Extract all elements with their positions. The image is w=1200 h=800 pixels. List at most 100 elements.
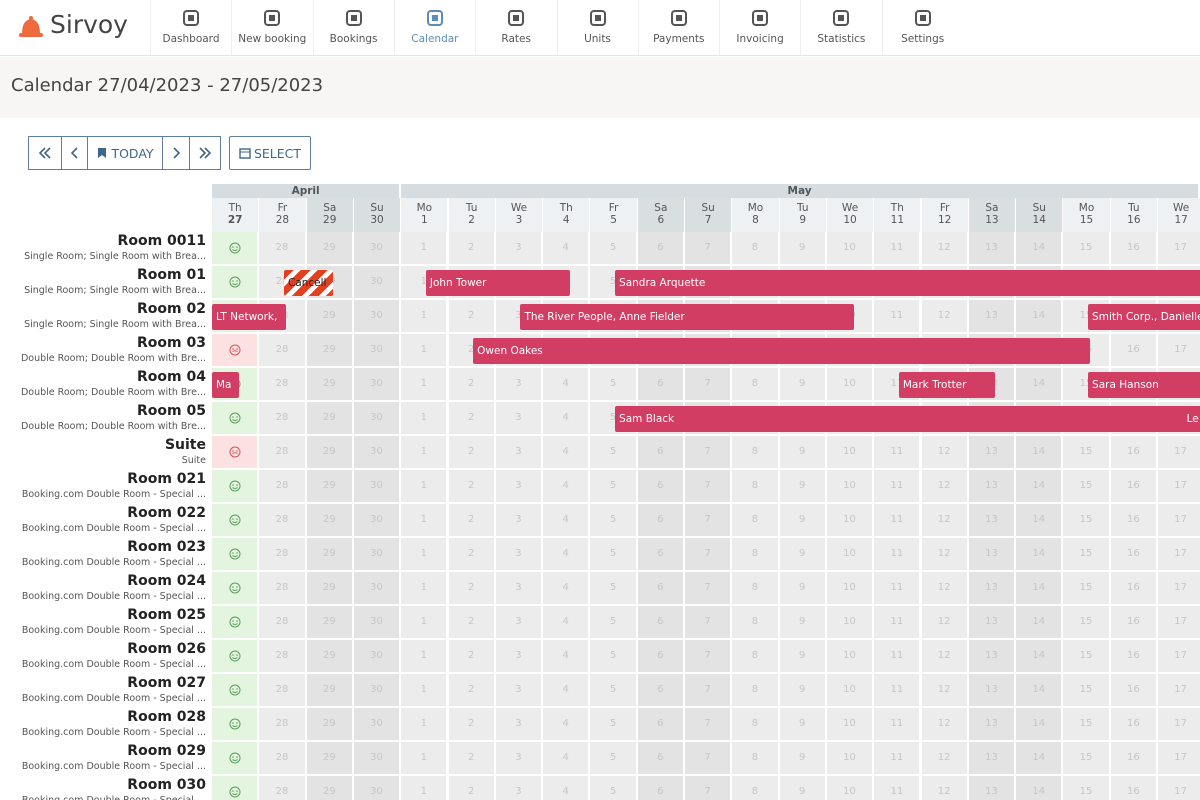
day-cell[interactable]: 9 bbox=[779, 538, 827, 572]
day-cell[interactable]: 14 bbox=[1016, 538, 1064, 572]
day-cell[interactable]: 9 bbox=[779, 606, 827, 640]
room-name[interactable]: Room 01 bbox=[137, 267, 206, 283]
day-cell[interactable]: 14 bbox=[1016, 572, 1064, 606]
day-cell[interactable]: 29 bbox=[306, 538, 354, 572]
day-cell[interactable]: 30 bbox=[353, 606, 402, 640]
day-cell[interactable]: 28 bbox=[259, 606, 307, 640]
day-cell[interactable]: 12 bbox=[921, 742, 969, 776]
day-cell[interactable]: 15 bbox=[1063, 572, 1111, 606]
day-cell[interactable]: 17 bbox=[1158, 742, 1200, 776]
day-cell[interactable]: 4 bbox=[543, 606, 591, 640]
day-cell[interactable]: 30 bbox=[353, 504, 402, 538]
nav-item[interactable]: Bookings bbox=[312, 0, 394, 56]
day-cell[interactable]: 14 bbox=[1016, 232, 1064, 266]
day-cell[interactable]: 9 bbox=[779, 674, 827, 708]
day-cell[interactable]: 7 bbox=[685, 674, 733, 708]
day-cell[interactable]: 29 bbox=[306, 232, 354, 266]
day-cell[interactable]: 14 bbox=[1016, 368, 1064, 402]
day-cell[interactable]: 29 bbox=[306, 368, 354, 402]
day-cell[interactable]: 14 bbox=[1016, 776, 1064, 800]
day-cell[interactable]: 3 bbox=[495, 368, 544, 402]
day-cell[interactable]: 8 bbox=[732, 504, 780, 538]
day-cell[interactable]: 13 bbox=[968, 538, 1017, 572]
room-name[interactable]: Room 0011 bbox=[117, 233, 206, 249]
day-cell[interactable]: 2 bbox=[448, 470, 496, 504]
day-cell[interactable]: 30 bbox=[353, 776, 402, 800]
day-cell[interactable]: 28 bbox=[259, 504, 307, 538]
day-cell[interactable]: 28 bbox=[259, 640, 307, 674]
day-cell[interactable]: 30 bbox=[353, 232, 402, 266]
day-cell[interactable]: 2 bbox=[448, 674, 496, 708]
day-cell[interactable]: 11 bbox=[874, 470, 922, 504]
day-cell[interactable]: 3 bbox=[495, 674, 544, 708]
booking[interactable]: LT Network, bbox=[212, 304, 286, 330]
day-cell[interactable]: 30 bbox=[353, 402, 402, 436]
day-cell[interactable]: 1 bbox=[401, 776, 449, 800]
day-cell[interactable]: 7 bbox=[685, 640, 733, 674]
next-button[interactable] bbox=[162, 136, 190, 170]
day-cell[interactable]: 30 bbox=[353, 538, 402, 572]
room-name[interactable]: Room 05 bbox=[137, 403, 206, 419]
day-cell[interactable]: 5 bbox=[590, 606, 638, 640]
day-cell[interactable]: 11 bbox=[874, 674, 922, 708]
day-cell[interactable]: 8 bbox=[732, 572, 780, 606]
day-cell[interactable]: 12 bbox=[921, 436, 969, 470]
day-cell[interactable]: 4 bbox=[543, 436, 591, 470]
day-cell[interactable]: 4 bbox=[543, 504, 591, 538]
nav-item[interactable]: Dashboard bbox=[150, 0, 231, 56]
day-cell[interactable]: 12 bbox=[921, 300, 969, 334]
day-cell[interactable]: 14 bbox=[1016, 640, 1064, 674]
day-cell[interactable]: 17 bbox=[1158, 776, 1200, 800]
day-cell[interactable]: 2 bbox=[448, 606, 496, 640]
day-cell[interactable]: 4 bbox=[543, 674, 591, 708]
day-cell[interactable]: 16 bbox=[1110, 708, 1158, 742]
day-cell[interactable]: 29 bbox=[306, 470, 354, 504]
day-cell[interactable]: 1 bbox=[401, 436, 449, 470]
day-cell[interactable]: 14 bbox=[1016, 606, 1064, 640]
day-cell[interactable]: 10 bbox=[826, 436, 875, 470]
day-cell[interactable]: 15 bbox=[1063, 538, 1111, 572]
room-name[interactable]: Suite bbox=[164, 437, 206, 453]
day-cell[interactable]: 13 bbox=[968, 742, 1017, 776]
day-cell[interactable]: 4 bbox=[543, 232, 591, 266]
day-cell[interactable]: 8 bbox=[732, 776, 780, 800]
booking[interactable]: Ma bbox=[212, 372, 239, 398]
day-cell[interactable]: 5 bbox=[590, 742, 638, 776]
booking[interactable]: Sara Hanson bbox=[1088, 372, 1200, 398]
room-name[interactable]: Room 04 bbox=[137, 369, 206, 385]
day-cell[interactable]: 15 bbox=[1063, 504, 1111, 538]
day-cell[interactable]: 9 bbox=[779, 504, 827, 538]
room-name[interactable]: Room 02 bbox=[137, 301, 206, 317]
day-cell[interactable]: 6 bbox=[637, 742, 685, 776]
day-cell[interactable]: 2 bbox=[448, 504, 496, 538]
day-cell[interactable]: 16 bbox=[1110, 606, 1158, 640]
day-cell[interactable]: 10 bbox=[826, 538, 875, 572]
day-cell[interactable]: 3 bbox=[495, 776, 544, 800]
day-cell[interactable]: 1 bbox=[401, 674, 449, 708]
day-cell[interactable]: 28 bbox=[259, 334, 307, 368]
day-cell[interactable]: 13 bbox=[968, 776, 1017, 800]
day-cell[interactable]: 15 bbox=[1063, 640, 1111, 674]
day-cell[interactable]: 6 bbox=[637, 504, 685, 538]
day-cell[interactable]: 14 bbox=[1016, 708, 1064, 742]
room-name[interactable]: Room 029 bbox=[127, 743, 206, 759]
day-cell[interactable]: 6 bbox=[637, 640, 685, 674]
select-button[interactable]: SELECT bbox=[229, 136, 311, 170]
day-cell[interactable]: 2 bbox=[448, 300, 496, 334]
day-cell[interactable]: 5 bbox=[590, 470, 638, 504]
day-cell[interactable]: 10 bbox=[826, 470, 875, 504]
day-cell[interactable]: 9 bbox=[779, 776, 827, 800]
nav-item[interactable]: New booking bbox=[231, 0, 312, 56]
day-cell[interactable]: 8 bbox=[732, 674, 780, 708]
day-cell[interactable]: 17 bbox=[1158, 572, 1200, 606]
day-cell[interactable]: 11 bbox=[874, 538, 922, 572]
day-cell[interactable]: 11 bbox=[874, 640, 922, 674]
day-cell[interactable]: 1 bbox=[401, 538, 449, 572]
logo[interactable]: Sirvoy bbox=[50, 10, 128, 39]
day-cell[interactable]: 16 bbox=[1110, 572, 1158, 606]
day-cell[interactable]: 29 bbox=[306, 776, 354, 800]
day-cell[interactable]: 16 bbox=[1110, 640, 1158, 674]
day-cell[interactable]: 6 bbox=[637, 776, 685, 800]
day-cell[interactable]: 16 bbox=[1110, 436, 1158, 470]
day-cell[interactable]: 17 bbox=[1158, 504, 1200, 538]
